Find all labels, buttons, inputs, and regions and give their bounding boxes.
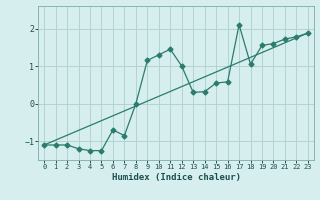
- X-axis label: Humidex (Indice chaleur): Humidex (Indice chaleur): [111, 173, 241, 182]
